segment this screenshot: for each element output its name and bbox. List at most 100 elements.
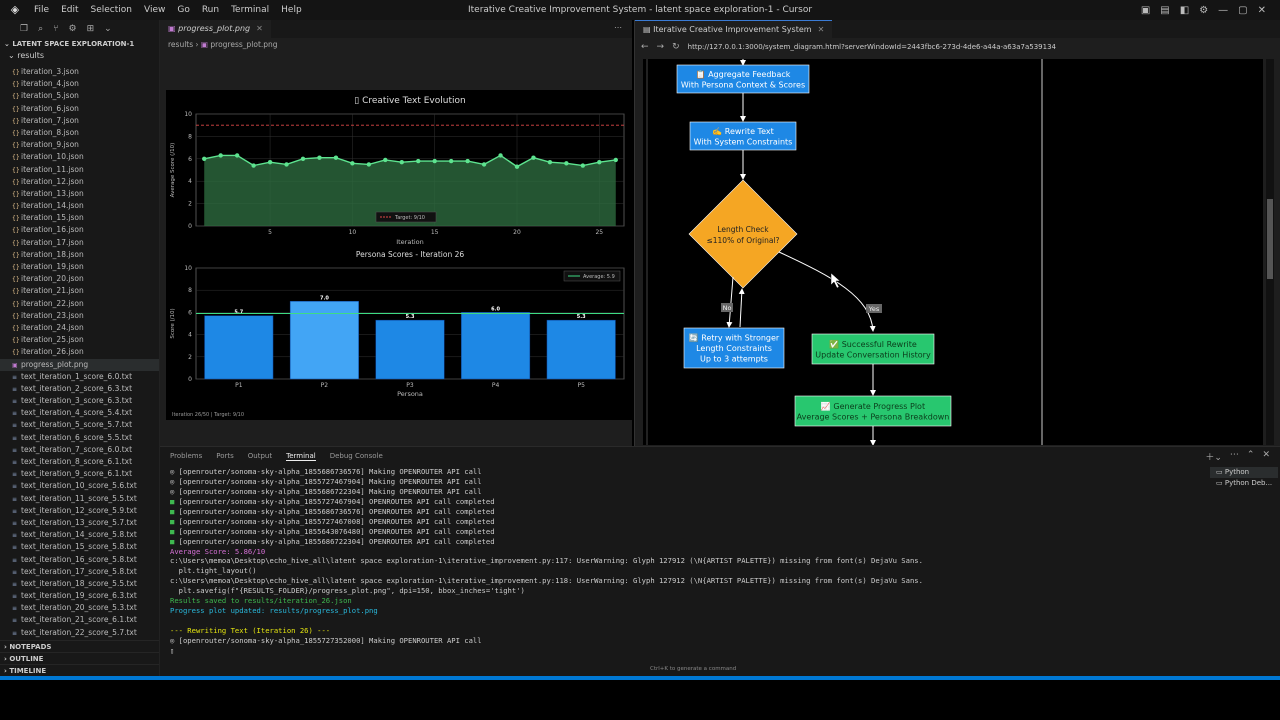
file-item[interactable]: {}iteration_22.json [0,298,159,310]
panel-tab-ports[interactable]: Ports [216,452,234,460]
file-item[interactable]: ≡ text_iteration_20_score_5.3.txt [0,602,159,614]
file-item[interactable]: {}iteration_18.json [0,249,159,261]
file-item[interactable]: {}iteration_16.json [0,224,159,236]
url-input[interactable]: http://127.0.0.1:3000/system_diagram.htm… [687,43,1056,51]
tab-close-icon[interactable]: ✕ [256,24,263,33]
more-actions-icon[interactable]: ⋯ [614,23,622,32]
scrollbar-thumb[interactable] [1267,199,1273,279]
file-item[interactable]: ≡ text_iteration_15_score_5.8.txt [0,541,159,553]
file-item[interactable]: {}iteration_13.json [0,188,159,200]
file-item[interactable]: {}iteration_23.json [0,310,159,322]
file-item[interactable]: ≡ text_iteration_14_score_5.8.txt [0,529,159,541]
file-item[interactable]: {}iteration_5.json [0,90,159,102]
file-item[interactable]: ≡ text_iteration_18_score_5.5.txt [0,578,159,590]
file-item[interactable]: {}iteration_10.json [0,151,159,163]
sidebar-section-timeline[interactable]: › TIMELINE [0,664,159,676]
file-item[interactable]: {}iteration_3.json [0,66,159,78]
toggle-sidebar-icon[interactable]: ▣ [1140,4,1151,16]
file-item[interactable]: ≡ text_iteration_5_score_5.7.txt [0,419,159,431]
more-icon[interactable]: ⋯ [1229,450,1239,460]
toggle-panel-icon[interactable]: ▤ [1160,4,1170,16]
file-item[interactable]: {}iteration_21.json [0,285,159,297]
file-item[interactable]: {}iteration_9.json [0,139,159,151]
file-item[interactable]: ≡ text_iteration_2_score_6.3.txt [0,383,159,395]
terminal-instance[interactable]: ▭ Python [1210,467,1278,478]
file-item[interactable]: {}iteration_14.json [0,200,159,212]
settings-gear-icon[interactable]: ⚙ [1199,4,1209,16]
search-icon[interactable]: ⌕ [38,24,44,34]
source-control-icon[interactable]: ⑂ [53,24,59,34]
new-terminal-icon[interactable]: ＋⌄ [1205,453,1222,463]
panel-tab-debug-console[interactable]: Debug Console [329,452,383,460]
back-icon[interactable]: ← [641,42,649,52]
maximize-icon[interactable]: ▢ [1238,4,1248,16]
file-item[interactable]: {}iteration_12.json [0,176,159,188]
file-name: iteration_23.json [21,310,84,320]
close-icon[interactable]: ✕ [1257,4,1266,16]
menu-selection[interactable]: Selection [90,5,132,15]
file-item[interactable]: ≡ text_iteration_4_score_5.4.txt [0,407,159,419]
file-item[interactable]: ≡ text_iteration_9_score_6.1.txt [0,468,159,480]
file-item[interactable]: {}iteration_11.json [0,164,159,176]
panel-tab-output[interactable]: Output [247,452,273,460]
file-item[interactable]: {}iteration_25.json [0,334,159,346]
file-item[interactable]: ≡ text_iteration_22_score_5.7.txt [0,627,159,639]
file-item[interactable]: {}iteration_26.json [0,346,159,358]
menu-go[interactable]: Go [177,5,190,15]
panel-tab-terminal[interactable]: Terminal [286,451,316,461]
workspace-section-header[interactable]: ⌄ LATENT SPACE EXPLORATION-1 [4,40,135,48]
explorer-icon[interactable]: ❐ [20,24,29,34]
breadcrumb-file[interactable]: progress_plot.png [210,40,278,49]
file-item[interactable]: ≡ text_iteration_7_score_6.0.txt [0,444,159,456]
score-point [448,158,454,164]
file-item[interactable]: ≡ text_iteration_17_score_5.8.txt [0,566,159,578]
file-item[interactable]: ≡ text_iteration_21_score_6.1.txt [0,614,159,626]
menu-view[interactable]: View [143,5,166,15]
file-item[interactable]: ≡ text_iteration_1_score_6.0.txt [0,371,159,383]
file-item[interactable]: {}iteration_20.json [0,273,159,285]
file-item[interactable]: {}iteration_7.json [0,115,159,127]
sidebar-section-notepads[interactable]: › NOTEPADS [0,640,159,652]
file-item[interactable]: {}iteration_19.json [0,261,159,273]
debug-icon[interactable]: ⚙ [68,24,77,34]
file-item[interactable]: ≡ text_iteration_10_score_5.6.txt [0,480,159,492]
breadcrumb-folder[interactable]: results [168,40,194,49]
more-icon[interactable]: ⌄ [104,24,112,34]
menu-file[interactable]: File [34,5,50,15]
file-item[interactable]: ▣ progress_plot.png [0,358,159,371]
maximize-panel-icon[interactable]: ⌃ [1246,450,1255,460]
sidebar-section-outline[interactable]: › OUTLINE [0,652,159,664]
terminal-output[interactable]: ◎ [openrouter/sonoma-sky-alpha_185568673… [170,467,1200,667]
menu-run[interactable]: Run [201,5,220,15]
file-item[interactable]: ≡ text_iteration_3_score_6.3.txt [0,395,159,407]
layout-icon[interactable]: ◧ [1179,4,1190,16]
results-folder[interactable]: ⌄ results [8,51,45,60]
menu-edit[interactable]: Edit [61,5,79,15]
file-item[interactable]: {}iteration_24.json [0,322,159,334]
panel-tab-problems[interactable]: Problems [170,452,203,460]
file-item[interactable]: ≡ text_iteration_16_score_5.8.txt [0,554,159,566]
file-item[interactable]: {}iteration_17.json [0,237,159,249]
browser-tab[interactable]: ▤ Iterative Creative Improvement System ✕ [635,20,833,38]
file-item[interactable]: {}iteration_8.json [0,127,159,139]
file-item[interactable]: ≡ text_iteration_8_score_6.1.txt [0,456,159,468]
extensions-icon[interactable]: ⊞ [86,24,95,34]
file-item[interactable]: ≡ text_iteration_12_score_5.9.txt [0,505,159,517]
file-item[interactable]: ≡ text_iteration_6_score_5.5.txt [0,432,159,444]
browser-scrollbar[interactable] [1266,59,1274,445]
file-item[interactable]: ≡ text_iteration_13_score_5.7.txt [0,517,159,529]
forward-icon[interactable]: → [656,42,665,52]
terminal-instance[interactable]: ▭ Python Deb... [1210,478,1278,489]
menu-terminal[interactable]: Terminal [231,5,270,15]
file-item[interactable]: {}iteration_15.json [0,212,159,224]
file-item[interactable]: {}iteration_6.json [0,103,159,115]
close-panel-icon[interactable]: ✕ [1262,450,1270,460]
minimize-icon[interactable]: — [1218,4,1229,16]
menu-help[interactable]: Help [281,5,302,15]
file-item[interactable]: ≡ text_iteration_19_score_6.3.txt [0,590,159,602]
file-item[interactable]: {}iteration_4.json [0,78,159,90]
editor-tab[interactable]: ▣ progress_plot.png ✕ [160,20,271,38]
reload-icon[interactable]: ↻ [672,42,680,52]
tab-close-icon[interactable]: ✕ [817,25,825,34]
file-item[interactable]: ≡ text_iteration_11_score_5.5.txt [0,493,159,505]
